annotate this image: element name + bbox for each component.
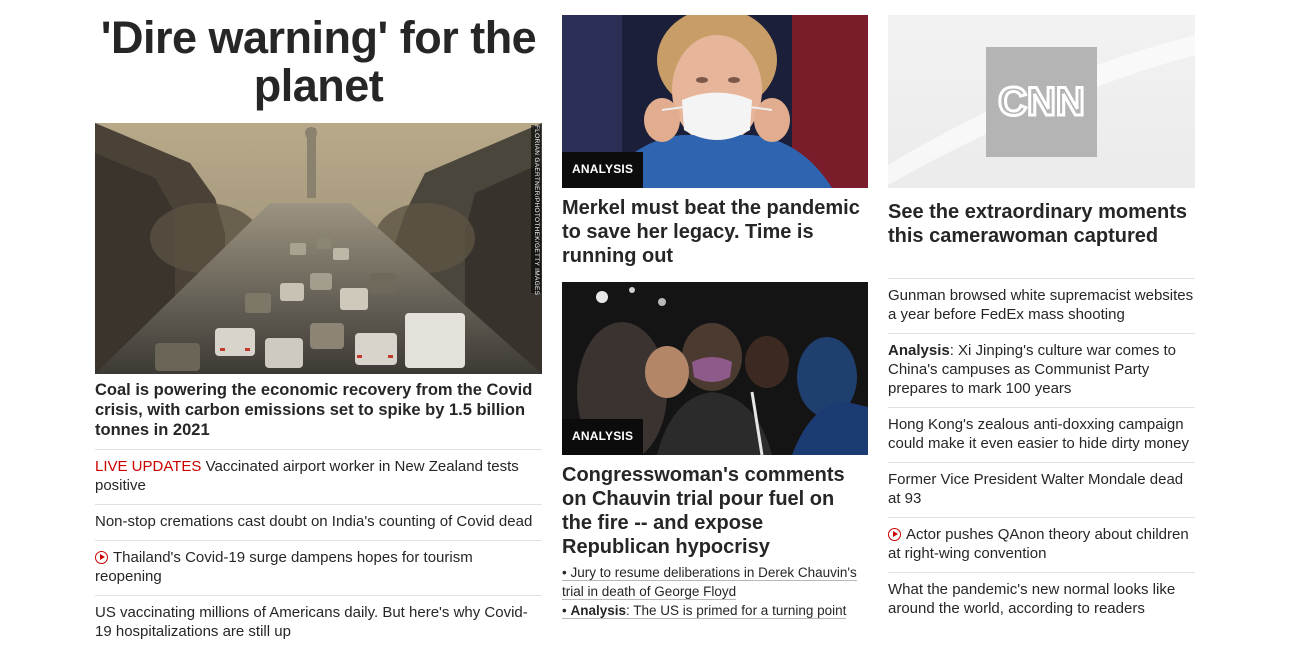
list-item[interactable]: Hong Kong's zealous anti-doxxing campaig…	[888, 407, 1195, 462]
column-left: 'Dire warning' for the planet	[95, 0, 542, 640]
related-link[interactable]: • Analysis: The US is primed for a turni…	[562, 601, 868, 620]
analysis-tag: ANALYSIS	[562, 152, 644, 188]
headline-list: Gunman browsed white supremacist website…	[888, 278, 1195, 627]
cnn-logo-icon: CNN	[998, 80, 1085, 124]
image-credit: FLORIAN GAERTNER/PHOTOTHEK/GETTY IMAGES	[531, 125, 541, 296]
list-item-text: : Xi Jinping's culture war comes to Chin…	[888, 342, 1176, 397]
list-item[interactable]: Gunman browsed white supremacist website…	[888, 278, 1195, 333]
analysis-label: Analysis	[570, 603, 627, 618]
section-headline[interactable]: 'Dire warning' for the planet	[100, 12, 537, 111]
video-play-icon	[95, 551, 108, 564]
lead-image-traffic[interactable]: FLORIAN GAERTNER/PHOTOTHEK/GETTY IMAGES	[95, 123, 542, 374]
video-play-icon	[888, 528, 901, 541]
list-item[interactable]: US vaccinating millions of Americans dai…	[95, 595, 542, 650]
analysis-tag: ANALYSIS	[562, 419, 644, 455]
merkel-headline[interactable]: Merkel must beat the pandemic to save he…	[562, 197, 860, 267]
camerawoman-headline[interactable]: See the extraordinary moments this camer…	[888, 201, 1187, 247]
merkel-image[interactable]: ANALYSIS	[562, 15, 868, 188]
list-item-text: Thailand's Covid-19 surge dampens hopes …	[95, 549, 473, 585]
protest-photo	[562, 282, 868, 455]
list-item-text: What the pandemic's new normal looks lik…	[888, 581, 1176, 617]
list-item[interactable]: Thailand's Covid-19 surge dampens hopes …	[95, 540, 542, 595]
list-item[interactable]: Former Vice President Walter Mondale dea…	[888, 462, 1195, 517]
list-item-text: Vaccinated airport worker in New Zealand…	[95, 458, 519, 494]
list-item[interactable]: What the pandemic's new normal looks lik…	[888, 572, 1195, 627]
bullet: •	[562, 565, 571, 580]
congresswoman-headline[interactable]: Congresswoman's comments on Chauvin tria…	[562, 464, 845, 558]
list-item-text: US vaccinating millions of Americans dai…	[95, 604, 528, 640]
list-item[interactable]: LIVE UPDATES Vaccinated airport worker i…	[95, 449, 542, 504]
related-link[interactable]: • Jury to resume deliberations in Derek …	[562, 563, 868, 601]
bullet: •	[562, 603, 571, 618]
related-links: • Jury to resume deliberations in Derek …	[562, 563, 868, 620]
list-item-text: Actor pushes QAnon theory about children…	[888, 526, 1189, 562]
list-item[interactable]: Non-stop cremations cast doubt on India'…	[95, 504, 542, 540]
related-link-text: : The US is primed for a turning point	[626, 603, 847, 618]
live-updates-label: LIVE UPDATES	[95, 458, 202, 475]
list-item-text: Hong Kong's zealous anti-doxxing campaig…	[888, 416, 1189, 452]
traffic-photo	[95, 123, 542, 374]
list-item-text: Gunman browsed white supremacist website…	[888, 287, 1194, 323]
list-item[interactable]: Actor pushes QAnon theory about children…	[888, 517, 1195, 572]
headline-list: LIVE UPDATES Vaccinated airport worker i…	[95, 449, 542, 650]
protest-image[interactable]: ANALYSIS	[562, 282, 868, 455]
list-item-text: Non-stop cremations cast doubt on India'…	[95, 513, 533, 530]
list-item[interactable]: Analysis: Xi Jinping's culture war comes…	[888, 333, 1195, 407]
list-item-text: Former Vice President Walter Mondale dea…	[888, 471, 1184, 507]
video-thumbnail[interactable]: CNN	[888, 15, 1195, 188]
lead-story-link[interactable]: Coal is powering the economic recovery f…	[95, 381, 533, 439]
related-link-text: Jury to resume deliberations in Derek Ch…	[562, 565, 857, 599]
analysis-label: Analysis	[888, 342, 950, 359]
cnn-logo-placeholder: CNN	[888, 35, 1195, 185]
